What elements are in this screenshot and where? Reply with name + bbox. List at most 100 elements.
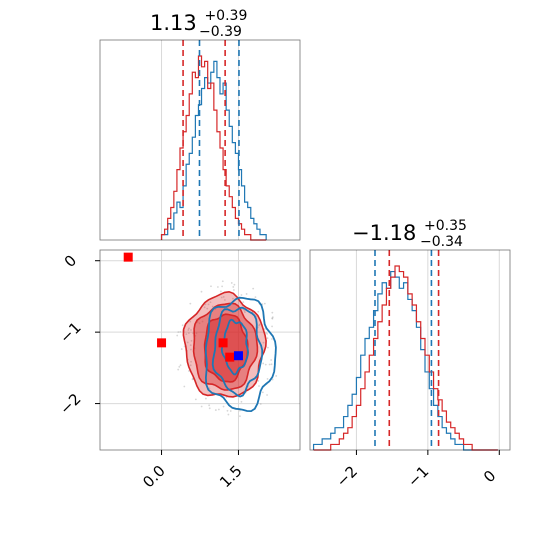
- marker-3: [225, 352, 235, 362]
- scatter-point: [224, 299, 226, 301]
- scatter-point: [177, 368, 180, 371]
- scatter-point: [232, 289, 235, 291]
- scatter-point: [254, 296, 257, 299]
- scatter-point: [239, 415, 241, 418]
- scatter-point: [266, 394, 268, 396]
- scatter-point: [179, 364, 182, 367]
- title-param2: −1.18 +0.35 −0.34: [352, 211, 474, 250]
- scatter-point: [267, 346, 269, 349]
- scatter-point: [220, 296, 223, 299]
- scatter-point: [201, 320, 204, 323]
- scatter-point: [189, 344, 192, 347]
- title-param2-plus: +0.35: [424, 218, 467, 234]
- panel-2d-contours: [182, 290, 277, 413]
- scatter-point: [275, 375, 278, 377]
- title-param1: 1.13 +0.39 −0.39: [150, 1, 254, 40]
- title-param1-minus: −0.39: [199, 24, 242, 40]
- xtick-label-1: 1.5: [216, 462, 246, 492]
- scatter-point: [191, 378, 194, 381]
- scatter-point: [233, 283, 236, 286]
- scatter-point: [270, 363, 273, 366]
- param2-hist-blue: [312, 270, 498, 451]
- marker-2: [218, 338, 228, 348]
- panel-hist-param2-quantiles: [374, 250, 440, 450]
- scatter-point: [209, 301, 212, 304]
- panel-hist-param2-frame: [309, 249, 511, 451]
- scatter-point: [259, 403, 262, 405]
- scatter-point: [263, 328, 266, 331]
- panel-hist-param2-series: [312, 265, 498, 451]
- scatter-point: [262, 341, 265, 344]
- contour-blue-0: [204, 296, 277, 413]
- scatter-point: [229, 410, 232, 412]
- panel-2d: 0.0 1.5 0 −1 −2: [56, 249, 301, 491]
- scatter-point: [232, 286, 235, 288]
- scatter-point: [222, 405, 225, 408]
- scatter-point: [242, 301, 245, 304]
- scatter-point: [226, 409, 229, 412]
- scatter-point: [188, 370, 190, 372]
- panel-hist-param1: 1.13 +0.39 −0.39: [99, 1, 301, 241]
- scatter-point: [190, 339, 193, 342]
- panel-hist-param1-quantiles: [182, 40, 240, 240]
- p3-xtick-label-0: −2: [333, 462, 361, 490]
- scatter-point: [221, 280, 224, 283]
- panel-hist-param2: −2 −1 0 −1.18 +0.35 −0.34: [309, 211, 511, 491]
- scatter-point: [243, 309, 246, 312]
- scatter-point: [198, 322, 201, 325]
- panel-2d-bg: [100, 250, 300, 450]
- param2-hist-red: [313, 265, 498, 451]
- scatter-point: [240, 400, 243, 403]
- scatter-point: [271, 338, 273, 340]
- scatter-point: [187, 332, 190, 334]
- scatter-point: [208, 387, 211, 390]
- scatter-point: [185, 333, 188, 336]
- scatter-point: [262, 362, 265, 365]
- ytick-label-0: 0: [61, 251, 80, 270]
- scatter-point: [214, 409, 217, 411]
- ytick-label-2: −2: [56, 390, 84, 418]
- scatter-point: [176, 334, 179, 337]
- scatter-point: [244, 311, 246, 314]
- marker-0: [123, 252, 133, 262]
- scatter-point: [208, 404, 211, 407]
- scatter-point: [190, 348, 192, 351]
- scatter-point: [271, 378, 274, 381]
- scatter-point: [189, 302, 192, 305]
- scatter-point: [245, 293, 248, 295]
- scatter-point: [181, 324, 184, 327]
- scatter-point: [183, 385, 186, 388]
- contour-red-2: [203, 313, 249, 383]
- marker-4: [233, 351, 243, 361]
- title-param2-minus: −0.34: [420, 234, 463, 250]
- p3-xtick-label-2: 0: [480, 467, 499, 486]
- scatter-point: [206, 307, 209, 310]
- scatter-point: [266, 337, 269, 340]
- scatter-point: [257, 379, 260, 382]
- scatter-point: [252, 287, 255, 290]
- scatter-point: [271, 317, 274, 320]
- scatter-point: [208, 407, 211, 410]
- scatter-point: [264, 363, 267, 366]
- scatter-point: [240, 294, 243, 296]
- scatter-point: [200, 405, 203, 408]
- scatter-point: [261, 391, 264, 394]
- scatter-point: [230, 282, 233, 284]
- panel-2d-frame: [99, 249, 301, 451]
- scatter-point: [188, 327, 190, 330]
- scatter-point: [178, 365, 181, 368]
- title-param1-value: 1.13: [150, 11, 197, 35]
- scatter-point: [258, 323, 261, 326]
- scatter-point: [222, 296, 225, 298]
- scatter-point: [216, 286, 219, 288]
- scatter-point: [189, 320, 192, 323]
- scatter-point: [217, 408, 220, 411]
- contour-blue-1: [211, 306, 264, 398]
- scatter-point: [210, 285, 212, 288]
- scatter-point: [204, 303, 207, 306]
- scatter-point: [190, 329, 192, 331]
- scatter-point: [177, 331, 180, 333]
- marker-1: [157, 338, 167, 348]
- scatter-point: [200, 290, 203, 293]
- panel-2d-xticks: 0.0 1.5: [139, 450, 246, 491]
